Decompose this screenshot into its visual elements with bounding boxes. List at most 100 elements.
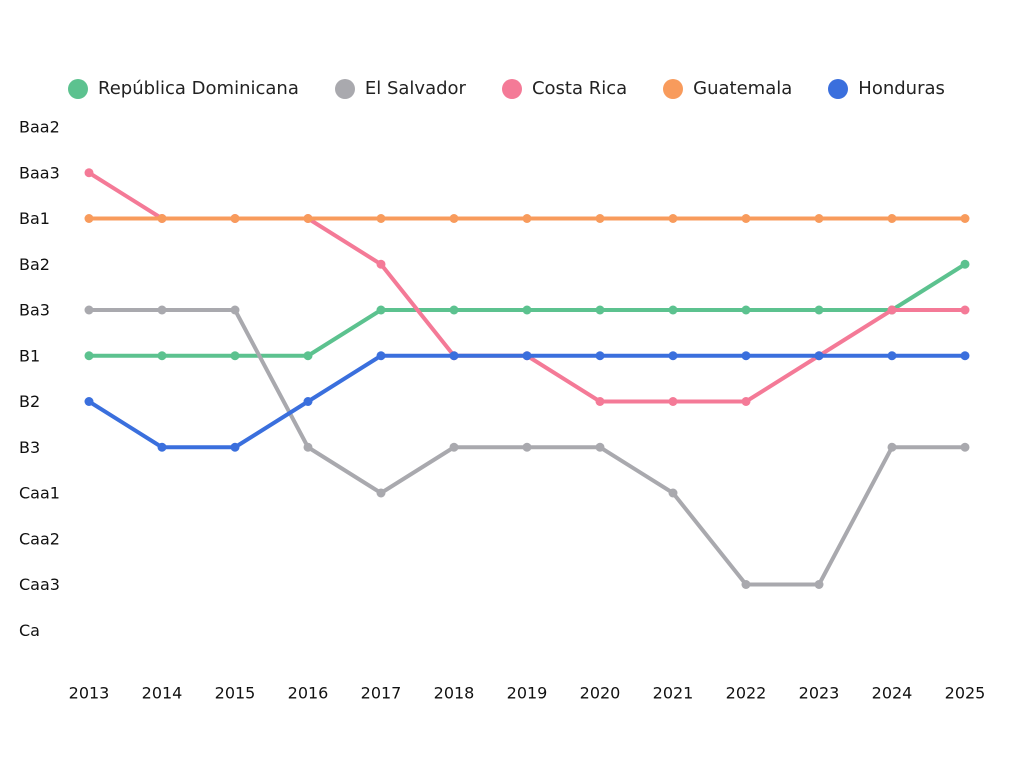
x-tick-label: 2021 [653, 684, 694, 703]
data-point[interactable] [960, 442, 970, 452]
x-tick-label: 2015 [215, 684, 256, 703]
x-tick-label: 2023 [799, 684, 840, 703]
data-point[interactable] [595, 351, 605, 361]
legend-item[interactable]: Honduras [828, 78, 945, 99]
legend-label: Guatemala [693, 78, 793, 99]
series-line [87, 170, 967, 404]
data-point[interactable] [741, 214, 751, 223]
data-point[interactable] [814, 580, 824, 589]
data-point[interactable] [230, 305, 240, 315]
data-point[interactable] [157, 305, 167, 315]
legend-item[interactable]: El Salvador [334, 78, 466, 99]
data-point[interactable] [376, 259, 386, 269]
data-point[interactable] [668, 351, 678, 361]
data-point[interactable] [449, 305, 459, 315]
series-layer [84, 168, 970, 589]
legend-label: Honduras [858, 78, 945, 99]
data-point[interactable] [668, 397, 678, 406]
data-point[interactable] [960, 214, 970, 223]
y-tick-label: Caa2 [19, 529, 60, 548]
data-point[interactable] [668, 488, 678, 498]
data-point[interactable] [303, 351, 313, 361]
x-tick-label: 2020 [580, 684, 621, 703]
data-point[interactable] [595, 214, 605, 223]
data-point[interactable] [960, 351, 970, 361]
y-tick-label: B2 [19, 392, 40, 411]
x-tick-label: 2016 [288, 684, 329, 703]
data-point[interactable] [741, 305, 751, 315]
data-point[interactable] [595, 442, 605, 452]
data-point[interactable] [449, 442, 459, 452]
data-point[interactable] [741, 351, 751, 361]
data-point[interactable] [376, 488, 386, 498]
data-point[interactable] [303, 214, 313, 223]
data-point[interactable] [84, 397, 94, 406]
data-point[interactable] [376, 351, 386, 361]
data-point[interactable] [814, 214, 824, 223]
data-point[interactable] [668, 305, 678, 315]
x-tick-label: 2022 [726, 684, 767, 703]
data-point[interactable] [522, 305, 532, 315]
data-point[interactable] [157, 351, 167, 361]
data-point[interactable] [84, 351, 94, 361]
x-axis-ticks: 2013 2014 2015 2016 2017 2018 2019 2020 2021 2022… [69, 684, 986, 703]
data-point[interactable] [157, 442, 167, 452]
data-point[interactable] [960, 259, 970, 269]
data-point[interactable] [84, 214, 94, 223]
data-point[interactable] [741, 397, 751, 406]
data-point[interactable] [887, 442, 897, 452]
data-point[interactable] [960, 305, 970, 315]
data-point[interactable] [84, 305, 94, 315]
y-tick-label: Ba3 [19, 301, 50, 320]
data-point[interactable] [303, 397, 313, 406]
data-point[interactable] [157, 214, 167, 223]
data-point[interactable] [230, 351, 240, 361]
x-tick-label: 2014 [142, 684, 183, 703]
legend-label: Costa Rica [531, 78, 628, 99]
y-tick-label: Caa3 [19, 575, 60, 594]
y-tick-label: Baa3 [19, 163, 60, 182]
data-point[interactable] [303, 442, 313, 452]
y-tick-label: Baa2 [19, 118, 60, 137]
y-tick-label: B1 [19, 346, 40, 365]
series-line [87, 353, 967, 450]
data-point[interactable] [887, 351, 897, 361]
data-point[interactable] [668, 214, 678, 223]
data-point[interactable] [814, 305, 824, 315]
data-point[interactable] [522, 214, 532, 223]
data-point[interactable] [230, 214, 240, 223]
x-tick-label: 2013 [69, 684, 110, 703]
legend-swatch [828, 78, 849, 99]
data-point[interactable] [230, 442, 240, 452]
legend-swatch [663, 78, 684, 99]
data-point[interactable] [84, 168, 94, 178]
legend-item[interactable]: Guatemala [663, 78, 792, 99]
x-tick-label: 2024 [872, 684, 913, 703]
data-point[interactable] [887, 305, 897, 315]
legend-swatch [68, 78, 88, 99]
legend-item[interactable]: República Dominicana [68, 78, 299, 99]
data-point[interactable] [595, 305, 605, 315]
x-tick-label: 2017 [361, 684, 402, 703]
legend-swatch [501, 78, 522, 99]
legend-item[interactable]: Costa Rica [501, 78, 628, 99]
data-point[interactable] [522, 351, 532, 361]
series-2 [84, 168, 970, 406]
legend-swatch [334, 78, 355, 99]
data-point[interactable] [449, 214, 459, 223]
x-tick-label: 2019 [507, 684, 548, 703]
data-point[interactable] [887, 214, 897, 223]
data-point[interactable] [814, 351, 824, 361]
data-point[interactable] [449, 351, 459, 361]
series-1 [84, 305, 970, 589]
data-point[interactable] [741, 580, 751, 589]
y-tick-label: Ba1 [19, 209, 50, 228]
y-tick-label: Ba2 [19, 255, 50, 274]
data-point[interactable] [376, 214, 386, 223]
x-tick-label: 2025 [945, 684, 986, 703]
data-point[interactable] [522, 442, 532, 452]
data-point[interactable] [595, 397, 605, 406]
data-point[interactable] [376, 305, 386, 315]
legend-label: República Dominicana [98, 78, 299, 99]
